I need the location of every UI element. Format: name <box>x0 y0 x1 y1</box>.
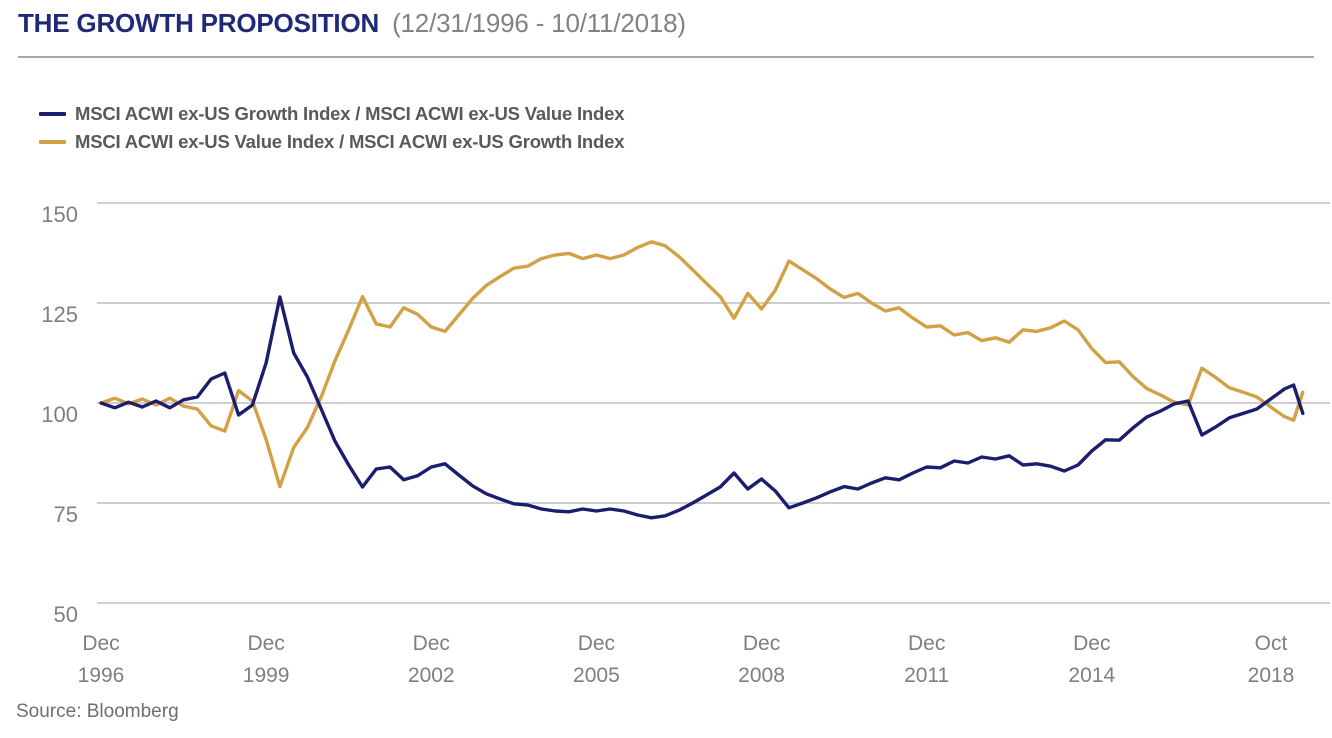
legend-label: MSCI ACWI ex-US Value Index / MSCI ACWI … <box>75 131 625 152</box>
title-rule <box>18 56 1314 58</box>
y-tick-label: 75 <box>54 502 78 527</box>
chart-legend: MSCI ACWI ex-US Growth Index / MSCI ACWI… <box>39 100 625 156</box>
value-over-growth-line <box>99 240 1305 489</box>
x-tick-label: Dec 2002 <box>408 632 455 687</box>
x-tick-label: Dec 2005 <box>573 632 620 687</box>
x-tick-label: Dec 1999 <box>243 632 290 687</box>
y-tick-label: 100 <box>41 402 78 427</box>
navy-line-swatch-icon <box>39 112 66 116</box>
y-tick-label: 50 <box>54 602 78 627</box>
legend-label: MSCI ACWI ex-US Growth Index / MSCI ACWI… <box>75 103 625 124</box>
y-tick-label: 150 <box>41 202 78 227</box>
gold-line-swatch-icon <box>39 140 66 144</box>
growth-over-value-line <box>99 295 1305 520</box>
x-tick-label: Dec 2011 <box>904 632 949 687</box>
x-tick-label: Dec 1996 <box>78 632 125 687</box>
legend-item-value-over-growth: MSCI ACWI ex-US Value Index / MSCI ACWI … <box>39 128 625 156</box>
x-tick-label: Dec 2014 <box>1068 632 1115 687</box>
title-period: (12/31/1996 - 10/11/2018) <box>392 8 686 38</box>
x-tick-label: Oct 2018 <box>1248 632 1295 687</box>
legend-item-growth-over-value: MSCI ACWI ex-US Growth Index / MSCI ACWI… <box>39 100 625 128</box>
page-title: THE GROWTH PROPOSITION <box>18 8 380 38</box>
y-tick-label: 125 <box>41 302 78 327</box>
x-tick-label: Dec 2008 <box>738 632 785 687</box>
header: THE GROWTH PROPOSITION (12/31/1996 - 10/… <box>18 8 686 39</box>
source-text: Source: Bloomberg <box>16 701 179 722</box>
